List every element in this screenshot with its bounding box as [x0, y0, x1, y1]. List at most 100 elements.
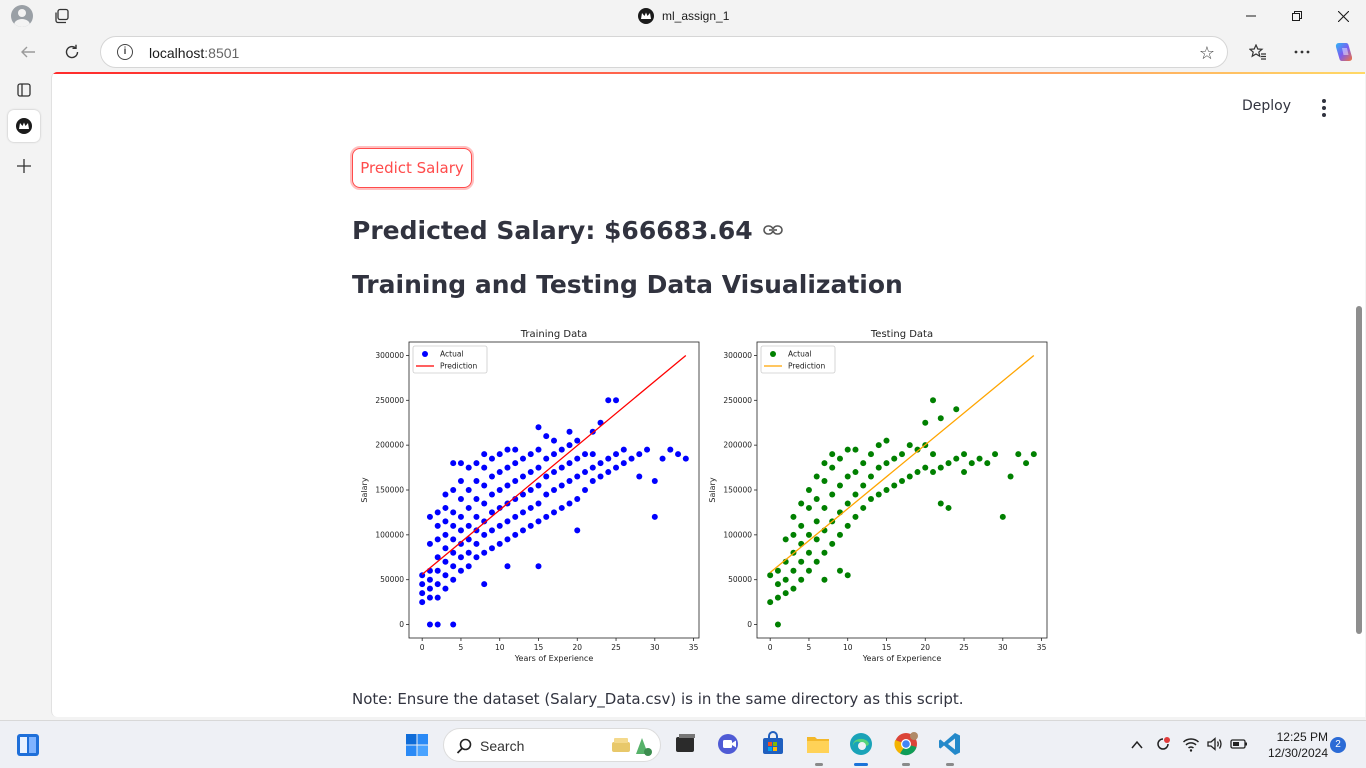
file-explorer-icon[interactable]: [805, 731, 831, 757]
data-point: [434, 509, 441, 516]
data-point: [798, 500, 805, 507]
taskbar: Search 12:25 PM 12/30/2024 2: [0, 720, 1366, 768]
sync-icon[interactable]: [1154, 735, 1172, 753]
chrome-icon[interactable]: [893, 731, 919, 757]
widgets-icon[interactable]: [16, 733, 40, 757]
data-point: [829, 540, 836, 547]
close-button[interactable]: [1320, 0, 1366, 32]
tab-actions-icon[interactable]: [54, 8, 70, 24]
data-point: [651, 513, 658, 520]
data-point: [899, 478, 905, 485]
title-bar: ml_assign_1: [0, 0, 1366, 32]
data-point: [481, 549, 488, 556]
data-point: [473, 540, 480, 547]
store-icon[interactable]: [760, 731, 786, 757]
data-point: [582, 451, 589, 458]
data-point: [813, 473, 820, 480]
x-tick-label: 30: [998, 643, 1008, 652]
data-point: [821, 549, 828, 556]
data-point: [852, 469, 859, 476]
predict-salary-button[interactable]: Predict Salary: [350, 146, 474, 190]
data-point: [496, 469, 503, 476]
data-point: [442, 545, 449, 552]
wifi-icon[interactable]: [1182, 735, 1200, 753]
data-point: [426, 621, 433, 628]
data-point: [496, 487, 503, 493]
data-point: [543, 473, 550, 480]
x-axis-label: Years of Experience: [514, 654, 594, 663]
address-bar[interactable]: i localhost:8501 ☆: [100, 36, 1228, 68]
navigation-bar: i localhost:8501 ☆: [0, 32, 1366, 72]
data-point: [805, 487, 812, 493]
data-point: [519, 491, 526, 498]
data-point: [426, 540, 433, 547]
data-point: [836, 531, 843, 538]
url-text[interactable]: localhost:8501: [149, 45, 239, 61]
site-info-icon[interactable]: i: [117, 44, 133, 60]
data-point: [442, 531, 449, 538]
data-point: [636, 451, 643, 458]
refresh-icon[interactable]: [58, 38, 86, 66]
data-point: [504, 464, 511, 471]
minimize-button[interactable]: [1228, 0, 1274, 32]
edge-icon[interactable]: [848, 731, 874, 757]
back-icon[interactable]: [14, 38, 42, 66]
data-point: [782, 536, 789, 543]
main-menu-icon[interactable]: [1314, 98, 1334, 118]
copilot-icon[interactable]: [1330, 38, 1358, 66]
data-point: [883, 437, 890, 444]
favorite-star-icon[interactable]: ☆: [1198, 43, 1215, 63]
more-icon[interactable]: [1288, 38, 1316, 66]
legend-label: Actual: [788, 350, 812, 359]
data-point: [813, 495, 820, 502]
window-title-text: ml_assign_1: [662, 9, 730, 23]
notification-badge[interactable]: 2: [1330, 737, 1346, 753]
data-point: [790, 567, 797, 574]
clock[interactable]: 12:25 PM 12/30/2024: [1258, 729, 1328, 761]
data-point: [906, 442, 913, 449]
deploy-button[interactable]: Deploy: [1242, 98, 1292, 114]
data-point: [852, 491, 859, 498]
profile-icon[interactable]: [11, 5, 33, 27]
data-point: [914, 446, 921, 453]
tab-ml-assign[interactable]: [8, 110, 40, 142]
restore-button[interactable]: [1274, 0, 1320, 32]
data-point: [450, 576, 457, 583]
x-tick-label: 10: [843, 643, 853, 652]
vscode-icon[interactable]: [937, 731, 963, 757]
data-point: [512, 478, 519, 485]
vertical-tab-strip: [0, 72, 48, 720]
data-point: [442, 504, 449, 511]
data-point: [937, 415, 944, 422]
y-tick-label: 0: [747, 620, 752, 629]
tray-overflow-icon[interactable]: [1130, 738, 1144, 752]
battery-icon[interactable]: [1230, 737, 1248, 751]
meet-icon[interactable]: [716, 731, 742, 757]
data-point: [821, 460, 828, 467]
data-point: [465, 464, 472, 471]
y-tick-label: 150000: [375, 486, 404, 495]
volume-icon[interactable]: [1206, 735, 1224, 753]
y-tick-label: 250000: [375, 396, 404, 405]
anchor-link-icon[interactable]: [762, 224, 783, 236]
data-point: [574, 473, 581, 480]
data-point: [551, 451, 557, 458]
data-point: [543, 455, 550, 462]
data-point: [481, 518, 488, 525]
data-point: [937, 464, 944, 471]
data-point: [558, 504, 565, 511]
data-point: [574, 437, 581, 444]
data-point: [605, 397, 612, 404]
page-scrollbar[interactable]: [1356, 306, 1362, 634]
favorites-icon[interactable]: [1244, 38, 1272, 66]
data-point: [589, 451, 596, 458]
tab-panel-icon[interactable]: [8, 74, 40, 106]
data-point: [527, 487, 534, 493]
task-view-icon[interactable]: [672, 731, 698, 757]
y-tick-label: 300000: [723, 351, 752, 360]
start-icon[interactable]: [405, 733, 429, 757]
y-tick-label: 0: [399, 620, 404, 629]
new-tab-icon[interactable]: [8, 150, 40, 182]
legend-label: Prediction: [788, 362, 826, 371]
taskbar-search[interactable]: Search: [443, 728, 661, 762]
